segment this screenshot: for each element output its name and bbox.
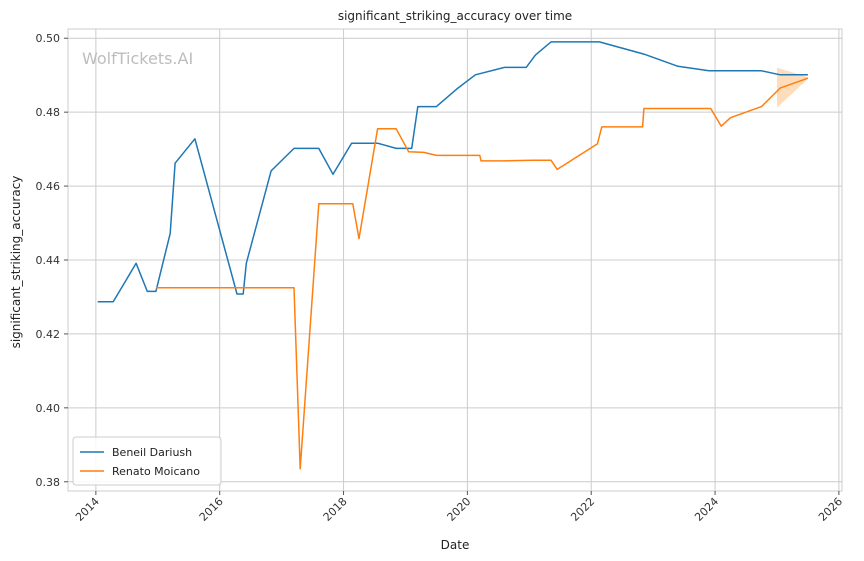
- y-tick-label: 0.50: [36, 32, 61, 45]
- watermark: WolfTickets.AI: [82, 49, 193, 68]
- series-group: [97, 41, 809, 470]
- chart-title: significant_striking_accuracy over time: [338, 9, 572, 23]
- y-tick-label: 0.44: [36, 254, 61, 267]
- y-tick-label: 0.38: [36, 476, 61, 489]
- forecast-band: [777, 67, 808, 108]
- y-tick-label: 0.42: [36, 328, 61, 341]
- y-tick-label: 0.46: [36, 180, 61, 193]
- legend-label-beneil-dariush: Beneil Dariush: [112, 446, 192, 459]
- y-tick-label: 0.48: [36, 106, 61, 119]
- legend: Beneil Dariush Renato Moicano: [72, 436, 222, 486]
- legend-box: [72, 436, 222, 486]
- legend-label-renato-moicano: Renato Moicano: [112, 465, 200, 478]
- forecast-band-group: [777, 67, 808, 108]
- y-tick-label: 0.40: [36, 402, 61, 415]
- series-line-beneil-dariush: [97, 41, 808, 303]
- x-axis-label: Date: [441, 538, 470, 552]
- y-axis-label: significant_striking_accuracy: [9, 176, 23, 349]
- series-line-renato-moicano: [155, 77, 809, 470]
- y-axis-ticks: 0.38 0.40 0.42 0.44 0.46 0.48 0.50: [36, 32, 68, 489]
